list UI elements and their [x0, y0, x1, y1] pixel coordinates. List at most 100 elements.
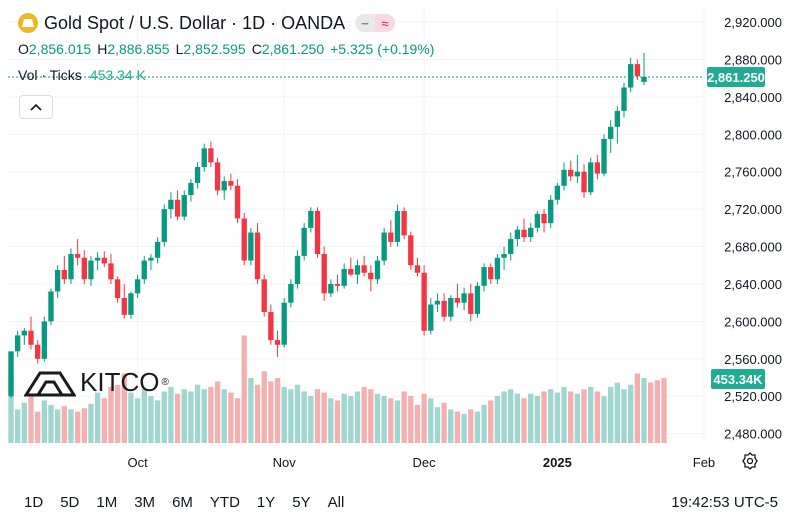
- volume-bar: [634, 373, 641, 443]
- candle: [361, 255, 367, 277]
- chevron-up-icon: [30, 103, 42, 111]
- symbol-title[interactable]: Gold Spot / U.S. Dollar · 1D · OANDA: [44, 12, 346, 33]
- candle: [374, 255, 381, 284]
- price-tick-label: 2,760.000: [724, 165, 782, 180]
- candle: [134, 274, 141, 298]
- volume-bar: [641, 378, 647, 443]
- candle-body: [41, 321, 47, 359]
- low-label: L: [175, 41, 184, 57]
- candle-body: [134, 279, 141, 294]
- range-button-5d[interactable]: 5D: [60, 494, 80, 511]
- volume-bar: [494, 395, 501, 443]
- candle-body: [194, 167, 201, 183]
- range-button-5y[interactable]: 5Y: [292, 494, 311, 511]
- range-button-1y[interactable]: 1Y: [256, 494, 276, 511]
- candle: [228, 173, 234, 191]
- candle-body: [161, 209, 167, 242]
- volume-bar: [68, 409, 74, 443]
- candle: [294, 250, 301, 289]
- volume-bar: [281, 387, 287, 443]
- volume-bar: [101, 398, 107, 443]
- candle: [28, 316, 34, 350]
- approx-icon[interactable]: ≈: [375, 14, 396, 32]
- collapse-legend-button[interactable]: [19, 95, 53, 119]
- candle: [94, 252, 101, 270]
- candle-body: [548, 199, 554, 224]
- candle: [561, 162, 567, 191]
- candle: [108, 254, 114, 284]
- candle: [141, 255, 147, 284]
- candle: [334, 274, 341, 292]
- range-button-6m[interactable]: 6M: [172, 494, 193, 511]
- volume-bar: [268, 381, 274, 443]
- candle-body: [114, 279, 121, 298]
- candle-body: [528, 227, 534, 238]
- candle-body: [614, 110, 621, 127]
- volume-bar: [308, 395, 314, 443]
- candle: [508, 232, 514, 261]
- volume-legend[interactable]: Vol · Ticks 453.34 K: [18, 67, 146, 83]
- candle: [521, 218, 527, 242]
- range-button-3m[interactable]: 3M: [134, 494, 156, 511]
- candle: [74, 239, 81, 266]
- volume-bar: [94, 392, 101, 443]
- candle-body: [394, 211, 401, 242]
- candle: [128, 291, 134, 319]
- range-button-ytd[interactable]: YTD: [209, 494, 240, 511]
- candle-body: [574, 171, 581, 177]
- candle-body: [374, 260, 381, 280]
- candle: [641, 53, 647, 86]
- candle-body: [428, 304, 434, 331]
- candle-body: [601, 138, 607, 174]
- candle-body: [474, 285, 481, 314]
- candle-body: [288, 283, 294, 303]
- volume-bar: [514, 393, 521, 443]
- minus-icon[interactable]: −: [355, 14, 376, 32]
- candle: [401, 207, 407, 240]
- volume-bar: [588, 387, 594, 443]
- range-button-1d[interactable]: 1D: [24, 494, 44, 511]
- time-tick-label: Feb: [693, 455, 715, 470]
- candle-body: [34, 344, 41, 359]
- candle: [428, 298, 434, 335]
- candle: [348, 257, 354, 277]
- volume-bar: [181, 389, 187, 443]
- range-button-1m[interactable]: 1M: [96, 494, 118, 511]
- clock[interactable]: 19:42:53 UTC-5: [671, 494, 778, 511]
- volume-value: 453.34 K: [89, 67, 146, 83]
- gold-bar-icon[interactable]: [18, 13, 38, 33]
- volume-bar: [441, 402, 447, 443]
- last-volume-label: 453.34K: [711, 369, 765, 389]
- candle: [34, 340, 41, 364]
- candle-body: [21, 330, 27, 336]
- candle-body: [268, 312, 274, 341]
- status-pill[interactable]: − ≈: [355, 14, 396, 32]
- candle-body: [521, 229, 527, 238]
- volume-bar: [214, 381, 221, 443]
- candle-body: [561, 169, 567, 186]
- candle: [354, 259, 361, 284]
- candle-body: [174, 199, 181, 217]
- candle-body: [381, 232, 387, 261]
- candle: [14, 330, 21, 357]
- candle-body: [281, 302, 287, 345]
- candle-body: [508, 239, 514, 255]
- candle-body: [541, 213, 547, 224]
- candle: [548, 195, 554, 228]
- range-button-all[interactable]: All: [327, 494, 345, 511]
- candle: [328, 279, 334, 298]
- volume-bar: [208, 387, 214, 443]
- volume-bar: [88, 403, 94, 443]
- volume-bar: [74, 411, 81, 443]
- volume-bar: [488, 400, 494, 443]
- candle-body: [341, 269, 347, 286]
- volume-bar: [448, 409, 454, 443]
- candle: [234, 179, 241, 224]
- candle: [481, 263, 487, 292]
- candle-body: [588, 162, 594, 193]
- volume-bar: [261, 371, 267, 443]
- candle-body: [468, 293, 474, 314]
- candle-body: [581, 171, 587, 193]
- settings-gear-icon[interactable]: [741, 452, 759, 470]
